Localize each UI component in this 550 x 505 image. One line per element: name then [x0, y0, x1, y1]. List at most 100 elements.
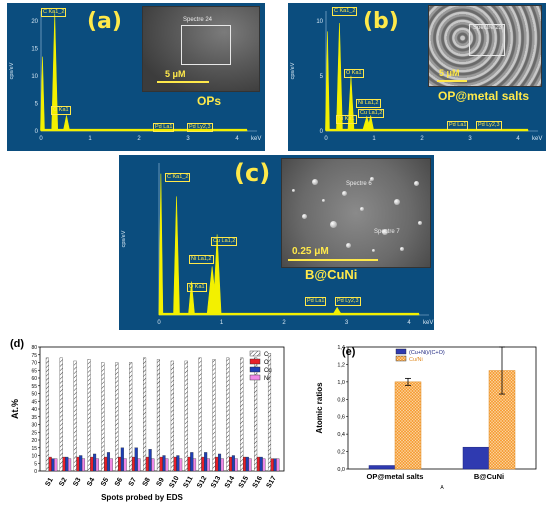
peak-label: Ni La1,2: [189, 255, 214, 264]
x-tick-label: 3: [186, 136, 190, 142]
legend-swatch: [395, 355, 407, 362]
eds-panel-c: 0 1 2 3 4 keV cps/eV (c) Spectre 6 Spectre 7 0…: [119, 155, 434, 330]
scale-bar: [157, 81, 209, 83]
y-tick-label: 15: [31, 47, 38, 53]
x-axis-label: keV: [532, 136, 542, 142]
bar-cu: [79, 455, 83, 472]
peak-label: Ni La1,2: [356, 99, 381, 108]
y-tick-label: 1,2: [337, 362, 345, 368]
x-tick-label: S17: [266, 475, 278, 489]
bar-cu: [51, 458, 55, 472]
bar-o: [242, 456, 247, 472]
peak-label: Cu La1,2: [358, 109, 385, 118]
x-tick-label: S3: [72, 477, 82, 488]
x-tick-label: 1: [372, 136, 376, 142]
sample-name-c: B@CuNi: [305, 267, 358, 282]
nanoparticle: [394, 199, 400, 205]
bar-ni: [68, 458, 72, 472]
sample-name-b: OP@metal salts: [438, 89, 530, 103]
bar-o: [104, 456, 108, 472]
x-tick-label: S1: [44, 477, 54, 488]
peak-label: Pd La1: [153, 123, 175, 132]
bar-cu: [273, 458, 277, 472]
bar-ni: [109, 458, 113, 472]
legend-label: O: [264, 360, 269, 366]
bar-c: [115, 362, 119, 472]
scale-text: 5 μM: [165, 69, 186, 79]
plot-frame: [347, 346, 537, 470]
peak-label: C Ka1_2: [332, 7, 358, 16]
bar-cu: [259, 456, 263, 472]
y-tick-label: 45: [31, 399, 37, 405]
y-tick-label: 10: [316, 19, 323, 25]
bar-ni: [262, 458, 266, 472]
bar-ni: [234, 458, 238, 472]
bar-o: [187, 456, 191, 472]
bar-cu: [65, 456, 69, 472]
bar-ni: [193, 458, 197, 472]
y-tick-label: 70: [31, 361, 37, 367]
bar-o: [256, 456, 260, 472]
spectrum-c: 0 1 2 3 4 keV cps/eV: [121, 163, 433, 326]
eds-panel-b: 0 1 2 3 4 keV 0 5 10 cps/eV (b) Spectre 23 5 μM O…: [288, 3, 546, 151]
legend-swatch: [249, 350, 261, 357]
bar-ni: [151, 458, 155, 472]
bar-ni: [81, 458, 86, 472]
y-tick-label: 1,0: [337, 380, 345, 386]
x-tick-label: S6: [114, 477, 124, 488]
bar-o: [131, 456, 135, 472]
bar-c: [59, 357, 63, 472]
nanoparticle: [312, 179, 318, 185]
bar-o: [270, 458, 274, 472]
y-tick-label: 0: [35, 129, 39, 135]
x-tick-label: 4: [235, 136, 239, 142]
bar-c: [129, 362, 133, 472]
x-axis-label: keV: [423, 320, 433, 326]
nanoparticle: [292, 189, 295, 192]
bar-c: [240, 357, 244, 472]
peak-label: O Ka1: [344, 69, 364, 78]
spectrum-region-label: Spectre 6: [346, 181, 372, 187]
nanoparticle: [372, 249, 375, 252]
panel-label: (e): [342, 346, 356, 358]
bar-c: [184, 360, 188, 472]
x-tick-label: 1: [88, 136, 92, 142]
y-tick-label: 5: [320, 74, 324, 80]
y-tick-label: 80: [31, 345, 37, 351]
sem-image-c: Spectre 6 Spectre 7 0.25 μM: [281, 158, 431, 268]
scale-text: 0.25 μM: [292, 246, 329, 257]
legend-label: (Cu+Ni)/(C+O): [409, 350, 445, 356]
bar-o: [62, 456, 66, 472]
y-tick-label: 55: [31, 384, 37, 390]
bar-c: [45, 357, 49, 472]
nanoparticle: [418, 221, 422, 225]
bar-cu: [162, 455, 166, 472]
y-tick-label: 10: [31, 454, 37, 460]
bar-ni: [123, 458, 127, 472]
x-tick-label: S5: [100, 477, 110, 488]
y-tick-label: 0,2: [337, 450, 345, 456]
x-tick-label: S11: [182, 475, 194, 489]
bar-ni: [206, 458, 210, 472]
x-tick-label: 3: [345, 320, 349, 326]
legend-label: Cu: [264, 368, 272, 374]
peak-label: O Ka1: [51, 106, 71, 115]
bar-cu: [217, 453, 222, 472]
legend-label: C: [264, 352, 269, 358]
bar-c: [198, 357, 202, 472]
bar-c: [170, 360, 174, 472]
panel-label-b: (b): [363, 9, 399, 34]
spectrum-a: 0 1 2 3 4 keV 0 5 10 15 20 cps/eV: [9, 11, 261, 142]
bar-o: [76, 456, 80, 472]
spectrum-region-label: Spectre 7: [374, 229, 400, 235]
bar-o: [159, 456, 163, 472]
y-tick-label: 0,4: [337, 432, 345, 438]
bar-ni: [54, 458, 58, 472]
x-tick-label: 2: [282, 320, 286, 326]
y-tick-label: 0,6: [337, 415, 345, 421]
peak-label: O Ka1: [187, 283, 207, 292]
x-tick-label: 2: [137, 136, 141, 142]
x-tick-label: 1: [220, 320, 224, 326]
x-axis-label: keV: [251, 136, 261, 142]
peak-label: Pd Ly2,3: [187, 123, 213, 132]
